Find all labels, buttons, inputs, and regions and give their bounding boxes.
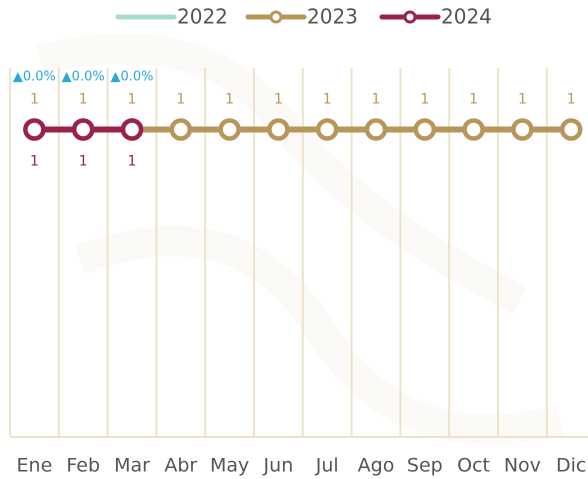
value-label: 1	[79, 92, 88, 108]
x-tick-label: Jul	[315, 455, 339, 477]
value-label: 1	[30, 92, 39, 108]
legend-label: 2023	[307, 5, 358, 29]
x-tick-label: Ago	[358, 455, 395, 477]
change-label: ▲0.0%	[110, 70, 153, 85]
point	[169, 118, 193, 141]
legend-label: 2024	[441, 5, 492, 29]
value-label: 1	[79, 154, 88, 170]
x-tick-label: Feb	[66, 455, 100, 477]
point	[218, 118, 241, 141]
point	[23, 118, 46, 141]
value-label: 1	[372, 92, 381, 108]
legend-marker	[269, 10, 283, 24]
value-label: 1	[518, 92, 527, 108]
background-pattern	[36, 33, 564, 445]
x-tick-label: Mar	[114, 455, 150, 477]
value-label: 1	[420, 92, 429, 108]
point	[364, 118, 388, 141]
point	[511, 118, 534, 141]
point	[120, 118, 144, 141]
value-label: 1	[225, 92, 234, 108]
value-label: 1	[469, 92, 478, 108]
point	[267, 118, 290, 141]
point	[413, 118, 437, 141]
value-label: 1	[274, 92, 283, 108]
x-tick-label: Sep	[407, 455, 443, 477]
value-label: 1	[323, 92, 332, 108]
point	[71, 118, 95, 141]
x-tick-label: Oct	[457, 455, 490, 477]
point	[462, 118, 485, 141]
x-tick-label: Jun	[263, 455, 294, 477]
value-label: 1	[30, 154, 39, 170]
x-tick-label: Dic	[556, 455, 586, 477]
x-tick-label: May	[210, 455, 249, 477]
change-label: ▲0.0%	[13, 70, 56, 85]
point	[559, 118, 583, 141]
value-label: 1	[128, 92, 137, 108]
x-tick-label: Abr	[164, 455, 197, 477]
value-label: 1	[128, 154, 137, 170]
value-label: 1	[567, 92, 576, 108]
legend-marker	[403, 10, 417, 24]
change-label: ▲0.0%	[62, 70, 105, 85]
legend-label: 2022	[177, 5, 228, 29]
x-tick-label: Ene	[17, 455, 53, 477]
value-label: 1	[176, 92, 185, 108]
x-tick-label: Nov	[504, 455, 541, 477]
point	[315, 118, 339, 141]
